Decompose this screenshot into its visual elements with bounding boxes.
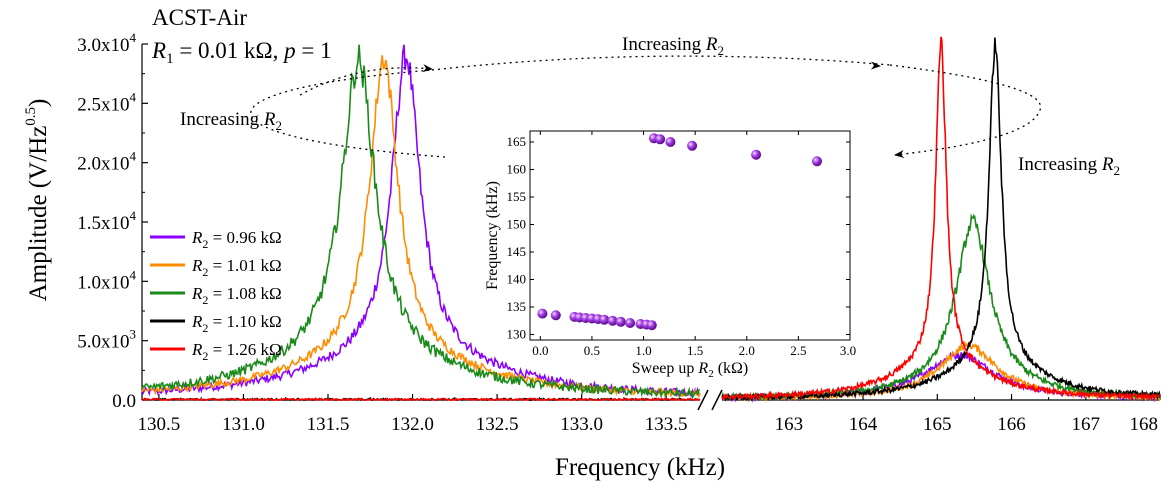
inset-data-point bbox=[812, 156, 822, 167]
increasing-ellipse-annotation bbox=[250, 55, 1042, 158]
inset-y-tick-label: 145 bbox=[507, 244, 527, 259]
inset-y-tick-label: 140 bbox=[507, 272, 527, 287]
y-tick-label: 2.0x104 bbox=[77, 149, 136, 175]
x-axis-title: Frequency (kHz) bbox=[555, 454, 725, 481]
series-line-right bbox=[721, 36, 1161, 401]
x-tick-label: 163 bbox=[775, 414, 804, 435]
inset-data-point bbox=[665, 137, 676, 147]
x-tick-label: 167 bbox=[1072, 414, 1101, 435]
y-axis-title: Amplitude (V/Hz0.5) bbox=[23, 99, 52, 302]
annotation-increasing-right: Increasing R2 bbox=[1018, 154, 1120, 178]
x-tick-label: 165 bbox=[923, 414, 952, 435]
inset-x-tick-label: 1.0 bbox=[635, 343, 651, 358]
inset-y-tick-label: 150 bbox=[507, 217, 527, 232]
x-tick-label: 130.5 bbox=[138, 414, 181, 435]
x-tick-label: 131.0 bbox=[222, 414, 265, 435]
x-tick-label: 131.5 bbox=[307, 414, 350, 435]
x-tick-label: 164 bbox=[849, 414, 878, 435]
annotation-increasing-left: Increasing R2 bbox=[180, 109, 282, 133]
series-lines bbox=[141, 36, 1161, 403]
top-arrow-path bbox=[431, 55, 891, 71]
inset-x-tick-label: 0.5 bbox=[584, 343, 600, 358]
chart-header-line2: R1 = 0.01 kΩ, p = 1 bbox=[151, 38, 332, 67]
legend-entry: R2 = 0.96 kΩ bbox=[191, 228, 282, 251]
legend-entry: R2 = 1.10 kΩ bbox=[191, 312, 282, 335]
inset-y-tick-label: 135 bbox=[507, 299, 527, 314]
x-tick-label: 132.0 bbox=[391, 414, 434, 435]
inset-data-point bbox=[655, 134, 666, 145]
left-arrow-path bbox=[299, 64, 433, 96]
inset-y-tick-label: 130 bbox=[507, 327, 527, 342]
x-tick-label: 133.5 bbox=[645, 414, 688, 435]
inset-data-point bbox=[625, 318, 636, 328]
legend-entry: R2 = 1.01 kΩ bbox=[191, 256, 282, 279]
inset-x-tick-label: 0.0 bbox=[532, 343, 548, 358]
inset-x-tick-label: 3.0 bbox=[840, 343, 856, 358]
inset-data-point bbox=[646, 320, 657, 331]
inset-y-axis-title: Frequency (kHz) bbox=[484, 181, 501, 290]
x-tick-label: 166 bbox=[997, 414, 1026, 435]
y-tick-label: 3.0x104 bbox=[77, 30, 136, 56]
x-axis-ticks-left: 130.5 131.0 131.5 132.0 132.5 133.0 133.5 bbox=[138, 394, 688, 435]
inset-y-tick-label: 155 bbox=[507, 189, 527, 204]
x-tick-label: 133.0 bbox=[560, 414, 603, 435]
x-axis-ticks-right: 163 164 165 166 167 168 bbox=[775, 394, 1161, 435]
inset-x-tick-label: 2.5 bbox=[790, 343, 806, 358]
y-tick-label: 0.0 bbox=[112, 391, 136, 412]
axis-break-mark bbox=[697, 389, 709, 411]
inset-frame bbox=[529, 130, 851, 341]
annotation-increasing-top: Increasing R2 bbox=[622, 34, 724, 58]
y-tick-label: 1.5x104 bbox=[77, 208, 136, 234]
series-line-left bbox=[142, 397, 701, 402]
legend-entry: R2 = 1.26 kΩ bbox=[191, 340, 282, 363]
axis-break-mark bbox=[711, 389, 723, 411]
inset-y-tick-label: 165 bbox=[507, 134, 527, 149]
inset-x-tick-label: 2.0 bbox=[739, 343, 755, 358]
inset-data-point bbox=[537, 308, 548, 319]
inset-x-axis-title: Sweep up R2 (kΩ) bbox=[632, 360, 748, 380]
inset-data-point bbox=[599, 314, 610, 325]
chart-header-line1: ACST-Air bbox=[152, 5, 247, 30]
inset-data-point bbox=[751, 149, 762, 160]
y-tick-label: 5.0x103 bbox=[77, 327, 136, 353]
y-axis-ticks: 0.0 5.0x103 1.0x104 1.5x104 2.0x104 2.5x104 3.… bbox=[77, 30, 148, 412]
y-tick-label: 2.5x104 bbox=[77, 89, 136, 115]
x-tick-label: 168 bbox=[1130, 414, 1159, 435]
inset-data-point bbox=[550, 310, 561, 321]
legend-entry: R2 = 1.08 kΩ bbox=[191, 284, 282, 307]
inset-x-tick-label: 1.5 bbox=[687, 343, 703, 358]
inset-y-tick-label: 160 bbox=[507, 162, 527, 177]
inset-data-point bbox=[615, 316, 626, 327]
inset-scatter: 0.0 0.5 1.0 1.5 2.0 2.5 3.0 130 135 140 145 150 155 1… bbox=[484, 130, 856, 380]
x-tick-label: 132.5 bbox=[476, 414, 519, 435]
inset-data-point bbox=[607, 315, 618, 326]
inset-data-point bbox=[687, 140, 698, 151]
right-arrow-path bbox=[889, 64, 1042, 158]
series-line-left bbox=[141, 44, 701, 400]
y-tick-label: 1.0x104 bbox=[77, 267, 136, 293]
legend: R2 = 0.96 kΩ R2 = 1.01 kΩ R2 = 1.08 kΩ R2 =… bbox=[150, 228, 282, 363]
